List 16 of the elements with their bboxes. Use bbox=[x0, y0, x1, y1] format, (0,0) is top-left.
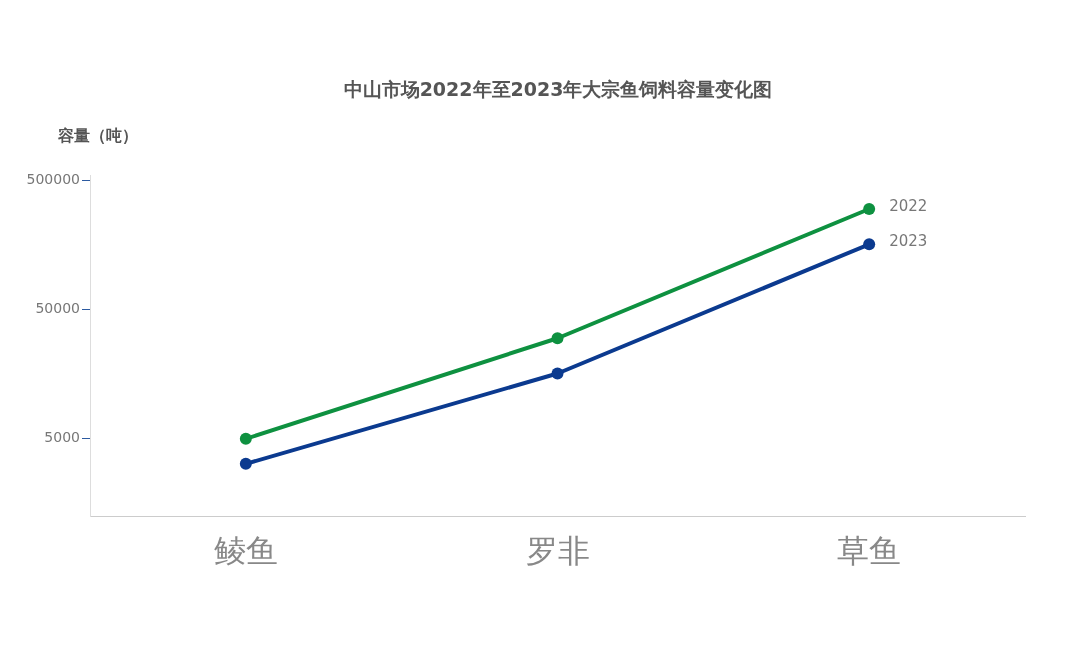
x-tick-label: 鲮鱼 bbox=[213, 532, 278, 571]
series-label: 2022 bbox=[889, 196, 928, 215]
series-label: 2023 bbox=[889, 232, 928, 251]
y-tick-label: 5000 bbox=[44, 429, 80, 446]
x-tick-label: 罗非 bbox=[525, 532, 590, 571]
point bbox=[551, 367, 564, 380]
chart-title: 中山市场2022年至2023年大宗鱼饲料容量变化图 bbox=[343, 77, 773, 100]
y-tick-label: 500000 bbox=[26, 170, 80, 187]
point bbox=[239, 457, 252, 470]
point bbox=[239, 432, 252, 445]
y-axis-title: 容量（吨） bbox=[57, 126, 138, 146]
point bbox=[863, 238, 876, 251]
y-tick-label: 50000 bbox=[35, 300, 80, 317]
x-tick-label: 草鱼 bbox=[837, 532, 902, 571]
point bbox=[551, 332, 564, 345]
point bbox=[863, 203, 876, 216]
